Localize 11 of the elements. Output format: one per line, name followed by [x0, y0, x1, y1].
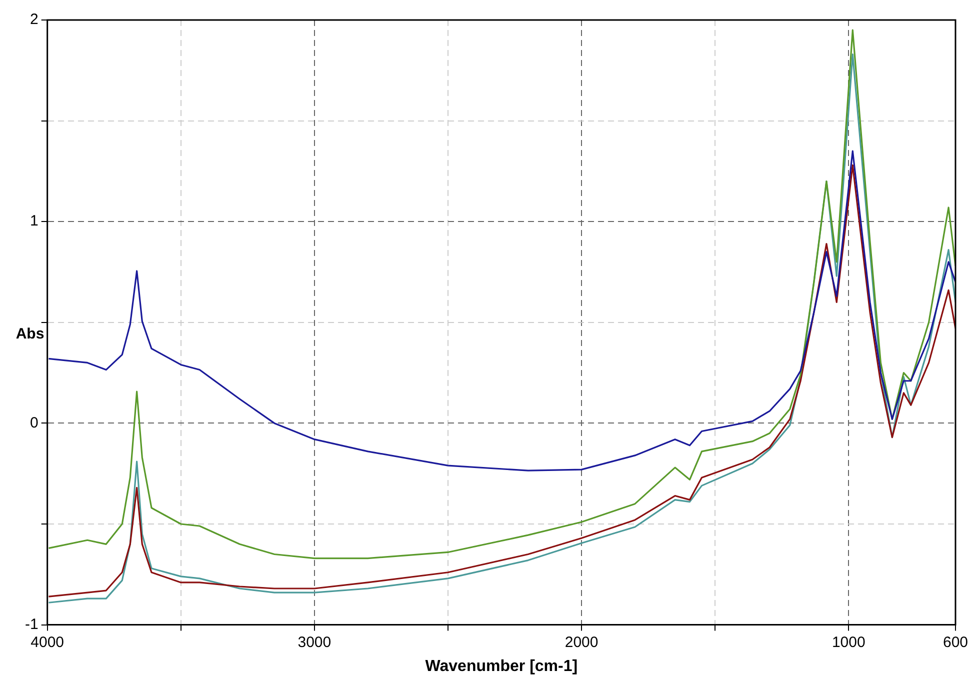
y-tick-label: -1: [24, 616, 38, 633]
y-tick-label: 2: [30, 11, 38, 28]
x-tick-label: 2000: [564, 634, 598, 651]
x-tick-label: 3000: [298, 634, 332, 651]
y-tick-label: 0: [30, 414, 38, 432]
x-tick-label: 4000: [30, 634, 64, 651]
y-tick-label: 1: [30, 212, 38, 230]
x-tick-label: 1000: [832, 634, 866, 651]
y-axis-title: Abs: [16, 326, 44, 343]
x-tick-label: 600: [942, 634, 968, 651]
x-axis-title: Wavenumber [cm-1]: [425, 658, 578, 675]
